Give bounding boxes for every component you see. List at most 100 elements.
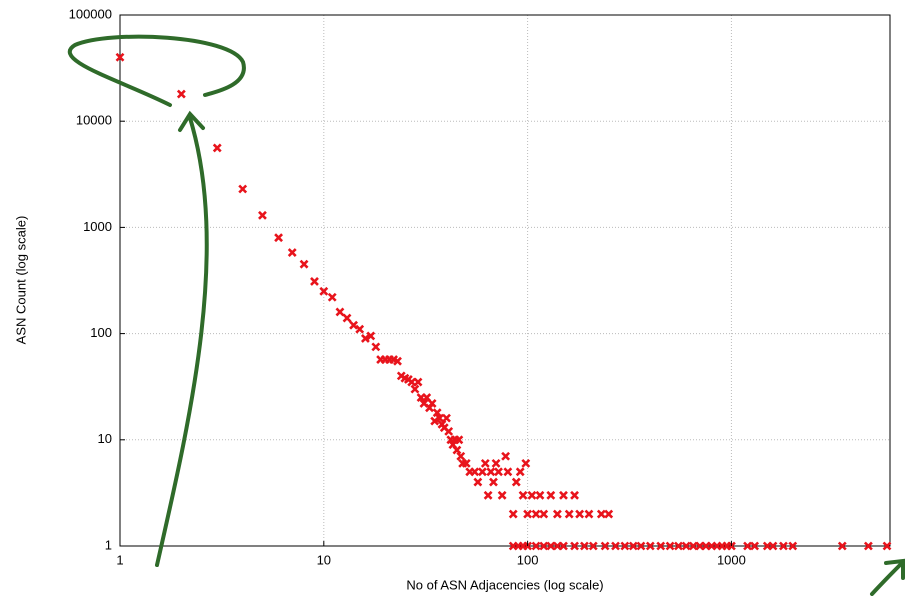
point <box>674 541 683 551</box>
point <box>477 467 487 477</box>
points <box>115 52 892 551</box>
point <box>546 541 556 551</box>
point <box>310 276 319 286</box>
point <box>432 408 442 418</box>
y-tick-label: 1000 <box>83 219 112 234</box>
point <box>645 541 655 551</box>
point <box>600 541 610 551</box>
annotation-arrowhead <box>884 558 905 580</box>
point <box>355 324 365 334</box>
labels: 1 10 100 1000 1 10 100 1000 10000 100000 <box>69 6 746 567</box>
point <box>579 541 589 551</box>
point <box>473 477 483 487</box>
point <box>327 292 337 302</box>
point <box>410 384 420 394</box>
point <box>274 233 284 243</box>
point <box>486 467 496 477</box>
point <box>413 377 423 387</box>
point <box>681 541 691 551</box>
y-tick-label: 100 <box>90 325 112 340</box>
point <box>427 399 437 408</box>
point <box>750 541 760 551</box>
point <box>539 509 549 519</box>
point <box>238 184 248 194</box>
point <box>564 509 574 519</box>
point <box>430 416 440 426</box>
x-tick-label: 1000 <box>717 552 746 567</box>
point <box>788 541 798 551</box>
point <box>575 509 585 519</box>
point <box>299 259 309 269</box>
annotation-arrowhead <box>178 110 205 132</box>
annotation-arrow <box>155 116 209 567</box>
point <box>483 490 493 500</box>
point <box>115 52 125 62</box>
point <box>882 541 892 551</box>
y-axis-title: ASN Count (log scale) <box>13 216 28 345</box>
point <box>497 490 507 500</box>
point <box>521 458 531 468</box>
plot-frame <box>119 14 891 547</box>
point <box>393 356 402 366</box>
annotation-ellipse <box>67 34 246 107</box>
point <box>258 210 267 220</box>
point <box>604 509 614 519</box>
point <box>570 490 579 500</box>
y-tick-label: 1 <box>105 537 112 552</box>
point <box>527 490 537 500</box>
point <box>546 490 556 500</box>
x-axis-title: No of ASN Adjacencies (log scale) <box>406 577 603 592</box>
point <box>212 143 222 153</box>
x-tick-label: 100 <box>517 552 539 567</box>
point <box>435 413 445 423</box>
point <box>620 541 630 551</box>
point <box>535 490 545 500</box>
point <box>454 435 464 445</box>
point <box>523 509 533 519</box>
point <box>366 331 376 341</box>
point <box>335 307 345 317</box>
point <box>611 541 620 551</box>
point <box>570 541 579 551</box>
point <box>444 426 454 436</box>
point <box>628 541 638 551</box>
point <box>511 477 521 487</box>
point <box>503 467 513 477</box>
point <box>588 541 598 551</box>
point <box>779 541 788 551</box>
point <box>656 541 666 551</box>
point <box>349 320 359 330</box>
point <box>518 490 528 500</box>
point <box>489 477 498 487</box>
point <box>342 313 352 323</box>
point <box>768 541 778 551</box>
x-tick-label: 10 <box>317 552 331 567</box>
point <box>319 286 329 296</box>
annotation-arrow <box>870 561 904 596</box>
point <box>863 541 873 551</box>
point <box>452 445 462 455</box>
point <box>494 467 503 477</box>
point <box>461 458 471 468</box>
y-tick-label: 100000 <box>69 6 112 21</box>
y-tick-label: 10000 <box>76 113 112 128</box>
point <box>515 467 525 477</box>
point <box>501 451 511 461</box>
point <box>371 342 381 352</box>
point <box>552 509 562 519</box>
point <box>584 509 594 519</box>
point <box>531 509 541 519</box>
point <box>688 541 698 551</box>
point <box>531 541 541 551</box>
point <box>743 541 752 551</box>
point <box>665 541 675 551</box>
point <box>470 467 480 477</box>
point <box>176 89 186 99</box>
point <box>559 541 568 551</box>
y-tick-label: 10 <box>98 431 112 446</box>
point <box>456 451 466 461</box>
point <box>287 248 297 257</box>
point <box>837 541 847 551</box>
